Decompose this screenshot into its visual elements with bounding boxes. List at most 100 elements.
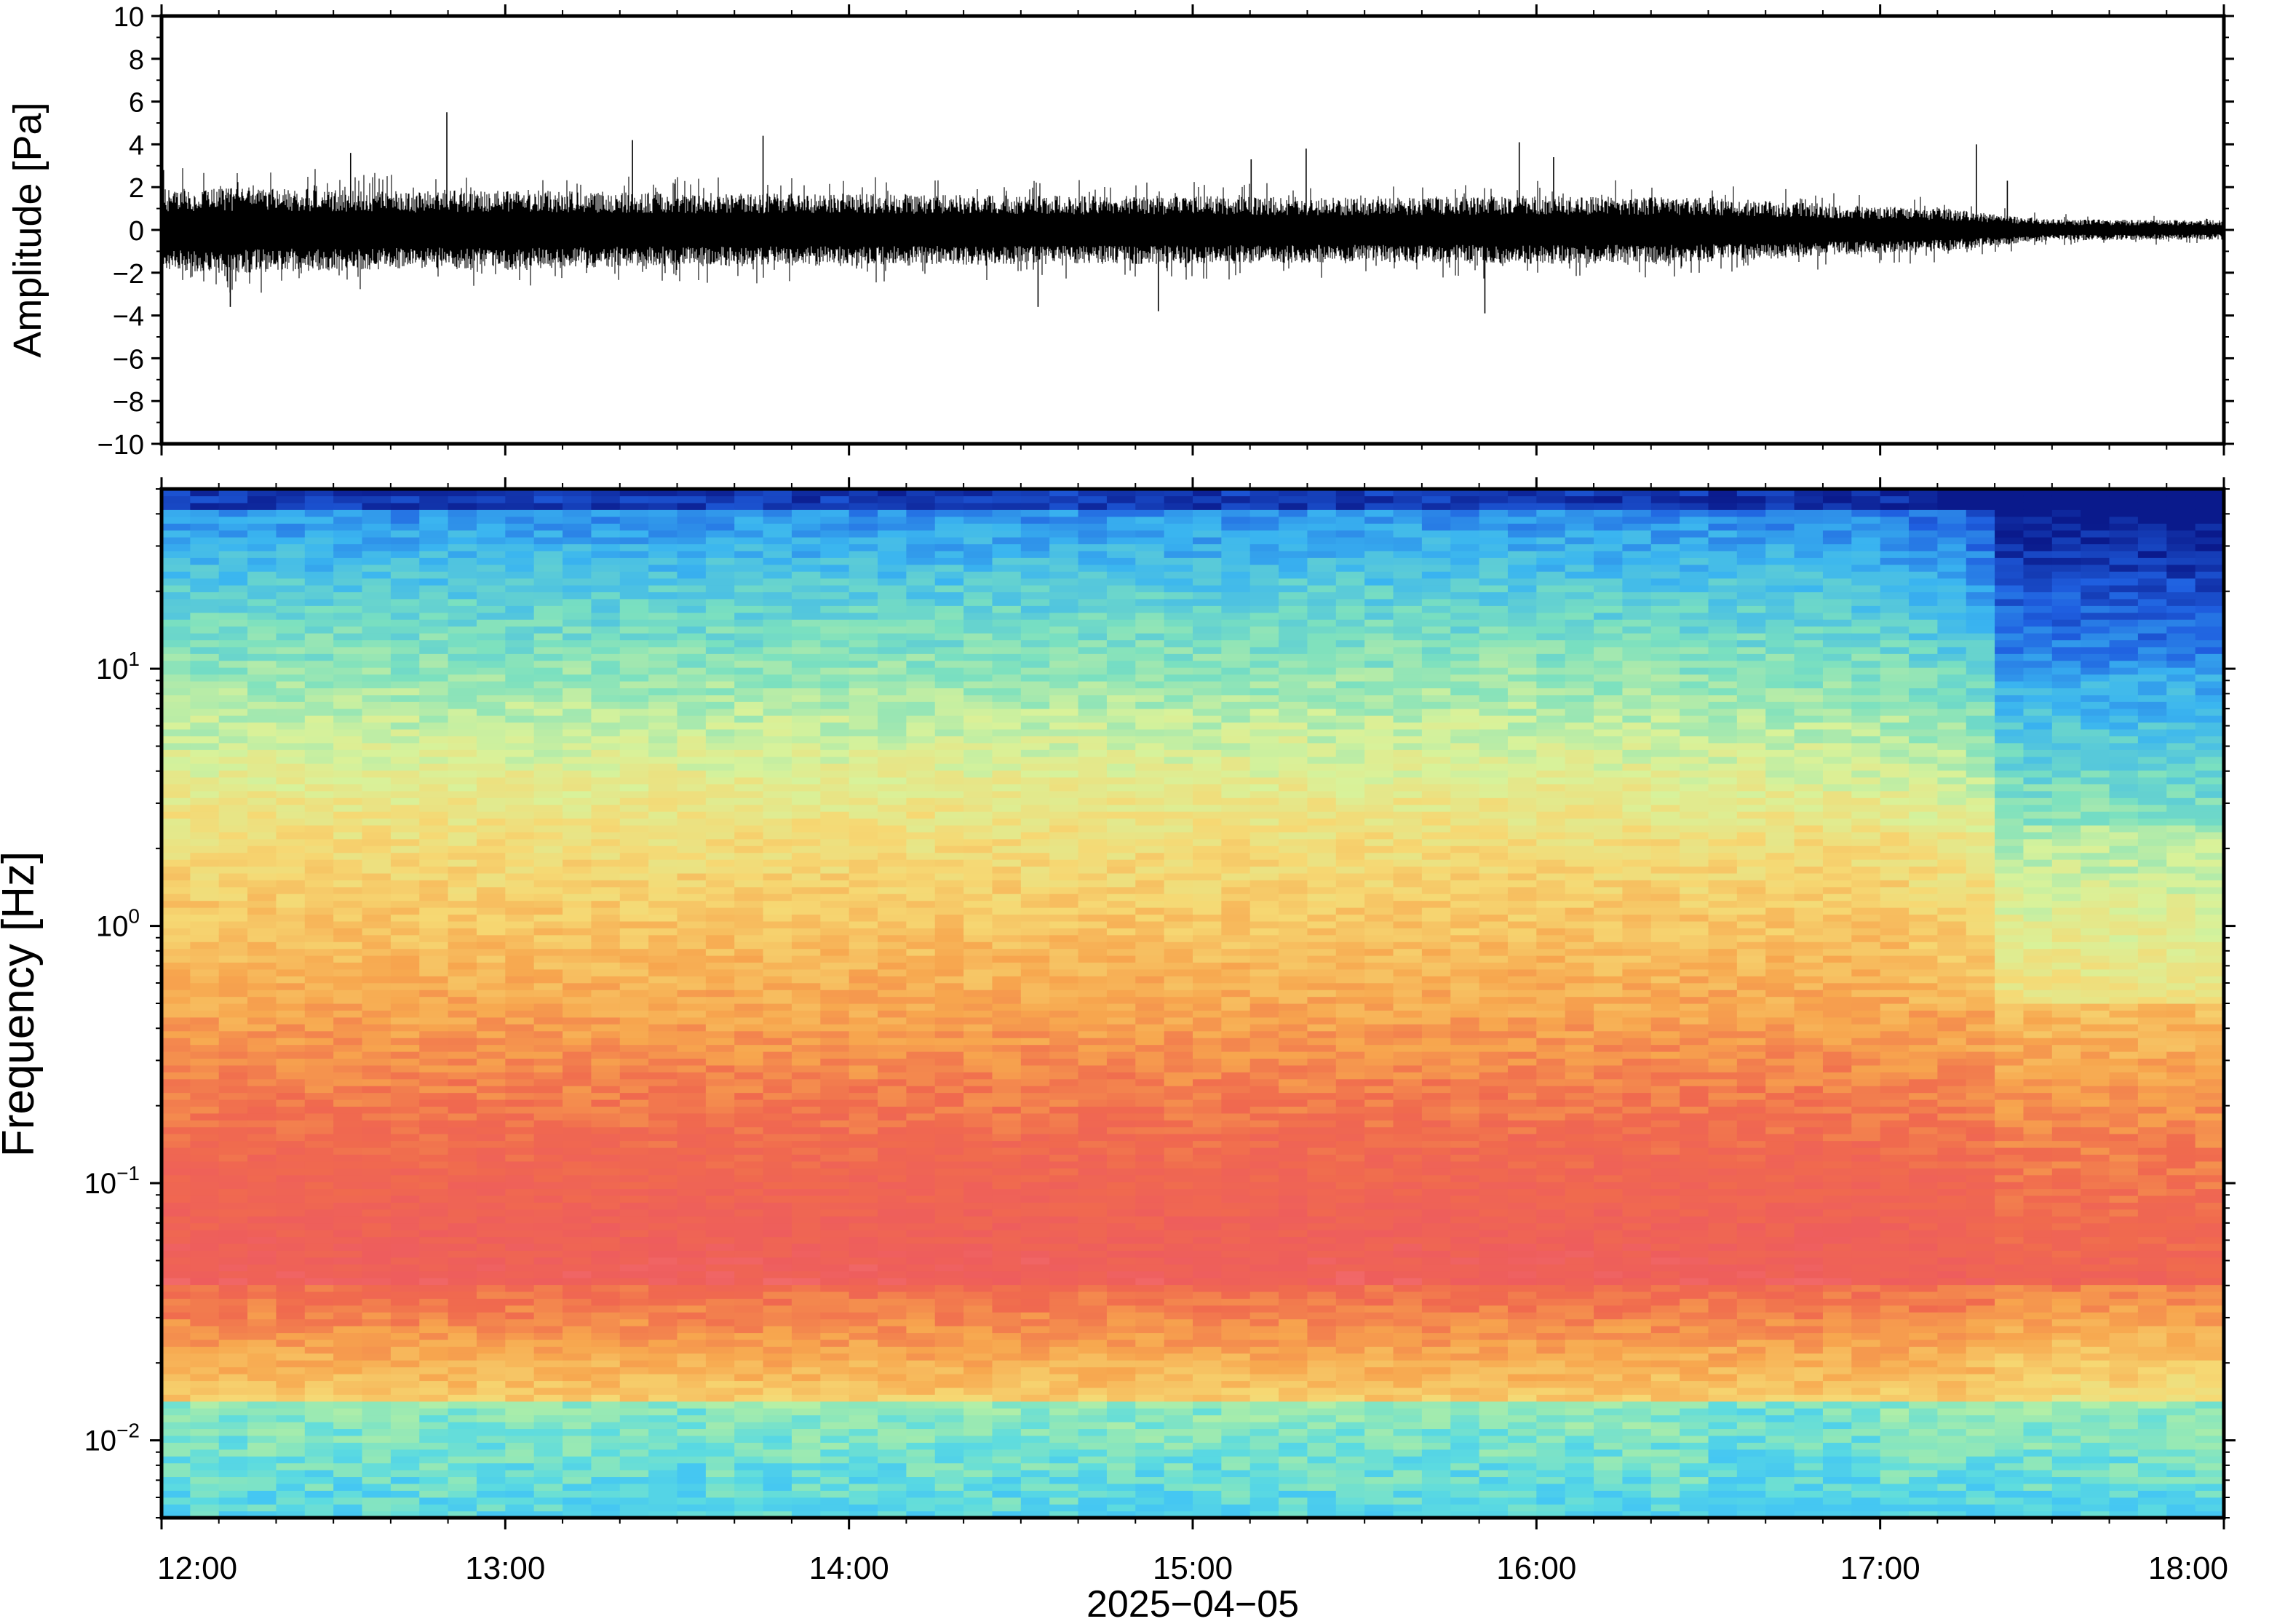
- spectrogram-cell: [304, 784, 334, 792]
- spectrogram-cell: [448, 818, 477, 826]
- spectrogram-cell: [705, 893, 735, 901]
- spectrogram-cell: [333, 928, 363, 936]
- spectrogram-cell: [505, 1291, 535, 1299]
- spectrogram-cell: [677, 715, 707, 723]
- spectrogram-cell: [419, 612, 449, 620]
- spectrogram-cell: [734, 1401, 764, 1409]
- spectrogram-cell: [734, 715, 764, 723]
- spectrogram-cell: [677, 626, 707, 634]
- spectrogram-cell: [906, 502, 936, 510]
- spectrogram-cell: [563, 1257, 592, 1265]
- spectrogram-cell: [1020, 1360, 1050, 1368]
- spectrogram-cell: [934, 1195, 964, 1203]
- spectrogram-cell: [992, 1483, 1022, 1491]
- spectrogram-cell: [190, 1264, 220, 1272]
- spectrogram-cell: [963, 804, 993, 812]
- spectrogram-cell: [390, 1339, 420, 1347]
- spectrogram-cell: [878, 955, 907, 963]
- spectrogram-cell: [1049, 1284, 1079, 1292]
- spectrogram-cell: [162, 1010, 191, 1018]
- spectrogram-cell: [963, 859, 993, 867]
- spectrogram-cell: [390, 784, 420, 792]
- spectrogram-cell: [448, 557, 477, 565]
- spectrogram-cell: [878, 1462, 907, 1470]
- spectrogram-cell: [619, 1401, 649, 1409]
- spectrogram-cell: [820, 728, 850, 736]
- spectrogram-cell: [533, 530, 563, 538]
- spectrogram-cell: [1049, 886, 1079, 894]
- spectrogram-cell: [505, 824, 535, 832]
- spectrogram-cell: [448, 592, 477, 600]
- spectrogram-cell: [648, 612, 678, 620]
- spectrogram-cell: [333, 1051, 363, 1059]
- spectrogram-cell: [304, 1284, 334, 1292]
- spectrogram-cell: [763, 928, 792, 936]
- spectrogram-cell: [648, 893, 678, 901]
- spectrogram-cell: [963, 1236, 993, 1244]
- spectrogram-cell: [190, 948, 220, 956]
- spectrogram-cell: [878, 756, 907, 764]
- spectrogram-cell: [591, 1086, 621, 1094]
- spectrogram-cell: [820, 1216, 850, 1224]
- spectrogram-cell: [992, 996, 1022, 1004]
- spectrogram-cell: [533, 1195, 563, 1203]
- spectrogram-cell: [820, 1278, 850, 1286]
- spectrogram-cell: [333, 838, 363, 846]
- spectrogram-cell: [906, 1038, 936, 1046]
- spectrogram-cell: [190, 1195, 220, 1203]
- spectrogram-cell: [648, 1394, 678, 1402]
- spectrogram-cell: [934, 694, 964, 702]
- spectrogram-cell: [677, 1497, 707, 1505]
- spectrogram-cell: [247, 598, 277, 606]
- spectrogram-cell: [162, 584, 191, 592]
- spectrogram-cell: [419, 1510, 449, 1518]
- spectrogram-cell: [1049, 1064, 1079, 1072]
- spectrogram-cell: [304, 1476, 334, 1484]
- spectrogram-cell: [362, 1387, 392, 1395]
- spectrogram-cell: [218, 1264, 248, 1272]
- spectrogram-cell: [533, 1408, 563, 1416]
- spectrogram-cell: [648, 1312, 678, 1320]
- spectrogram-cell: [878, 1216, 907, 1224]
- spectrogram-cell: [1020, 1462, 1050, 1470]
- spectrogram-cell: [619, 1490, 649, 1498]
- spectrogram-cell: [763, 736, 792, 744]
- spectrogram-cell: [705, 1414, 735, 1422]
- spectrogram-cell: [448, 1504, 477, 1512]
- spectrogram-cell: [448, 536, 477, 545]
- spectrogram-cell: [906, 784, 936, 792]
- spectrogram-cell: [791, 880, 821, 888]
- spectrogram-cell: [505, 770, 535, 778]
- spectrogram-cell: [448, 1024, 477, 1032]
- spectrogram-cell: [190, 804, 220, 812]
- spectrogram-cell: [476, 1182, 506, 1190]
- spectrogram-cell: [963, 571, 993, 579]
- spectrogram-cell: [849, 1462, 878, 1470]
- spectrogram-cell: [849, 1112, 878, 1121]
- spectrogram-cell: [448, 1318, 477, 1326]
- spectrogram-cell: [820, 612, 850, 620]
- spectrogram-cell: [849, 1326, 878, 1334]
- spectrogram-cell: [963, 598, 993, 606]
- spectrogram-cell: [505, 612, 535, 620]
- spectrogram-cell: [906, 1126, 936, 1134]
- spectrogram-cell: [247, 982, 277, 990]
- spectrogram-cell: [333, 557, 363, 565]
- spectrogram-cell: [218, 1044, 248, 1052]
- spectrogram-cell: [1049, 1401, 1079, 1409]
- spectrogram-cell: [419, 797, 449, 805]
- spectrogram-cell: [677, 784, 707, 792]
- spectrogram-cell: [992, 1072, 1022, 1080]
- spectrogram-cell: [218, 612, 248, 620]
- spectrogram-cell: [419, 1126, 449, 1134]
- spectrogram-cell: [934, 1394, 964, 1402]
- spectrogram-cell: [505, 955, 535, 963]
- spectrogram-cell: [878, 1312, 907, 1320]
- spectrogram-cell: [906, 1346, 936, 1354]
- spectrogram-cell: [476, 1038, 506, 1046]
- spectrogram-cell: [992, 530, 1022, 538]
- spectrogram-cell: [619, 1003, 649, 1011]
- spectrogram-cell: [963, 832, 993, 840]
- spectrogram-cell: [276, 872, 306, 880]
- spectrogram-cell: [648, 536, 678, 545]
